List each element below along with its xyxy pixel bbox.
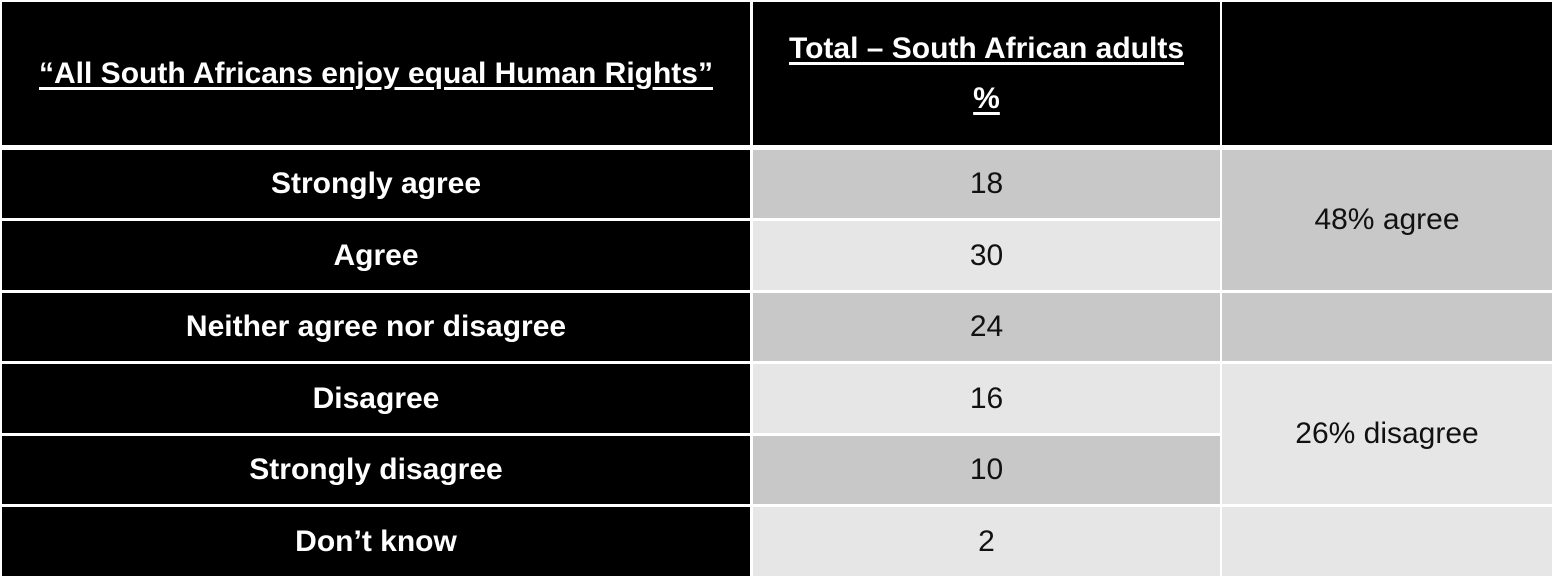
total-header-line2: % <box>973 81 1000 115</box>
summary-agree: 48% agree <box>1222 150 1552 290</box>
row-label-neither: Neither agree nor disagree <box>2 293 750 361</box>
row-value-strongly-agree: 18 <box>753 150 1220 218</box>
row-value-strongly-disagree: 10 <box>753 436 1220 504</box>
total-header-cell: Total – South African adults % <box>753 2 1220 145</box>
row-value-dont-know: 2 <box>753 507 1220 576</box>
summary-dont-know-blank <box>1222 507 1552 576</box>
row-label-agree: Agree <box>2 221 750 290</box>
question-header: “All South Africans enjoy equal Human Ri… <box>39 56 713 90</box>
summary-disagree: 26% disagree <box>1222 364 1552 504</box>
row-label-strongly-agree: Strongly agree <box>2 150 750 218</box>
row-label-strongly-disagree: Strongly disagree <box>2 436 750 504</box>
total-header-line1: Total – South African adults <box>788 31 1185 65</box>
row-value-agree: 30 <box>753 221 1220 290</box>
row-value-disagree: 16 <box>753 364 1220 433</box>
row-label-disagree: Disagree <box>2 364 750 433</box>
summary-neither-blank <box>1222 293 1552 361</box>
row-value-neither: 24 <box>753 293 1220 361</box>
question-header-cell: “All South Africans enjoy equal Human Ri… <box>2 2 750 145</box>
row-label-dont-know: Don’t know <box>2 507 750 576</box>
summary-header-cell <box>1222 2 1552 145</box>
